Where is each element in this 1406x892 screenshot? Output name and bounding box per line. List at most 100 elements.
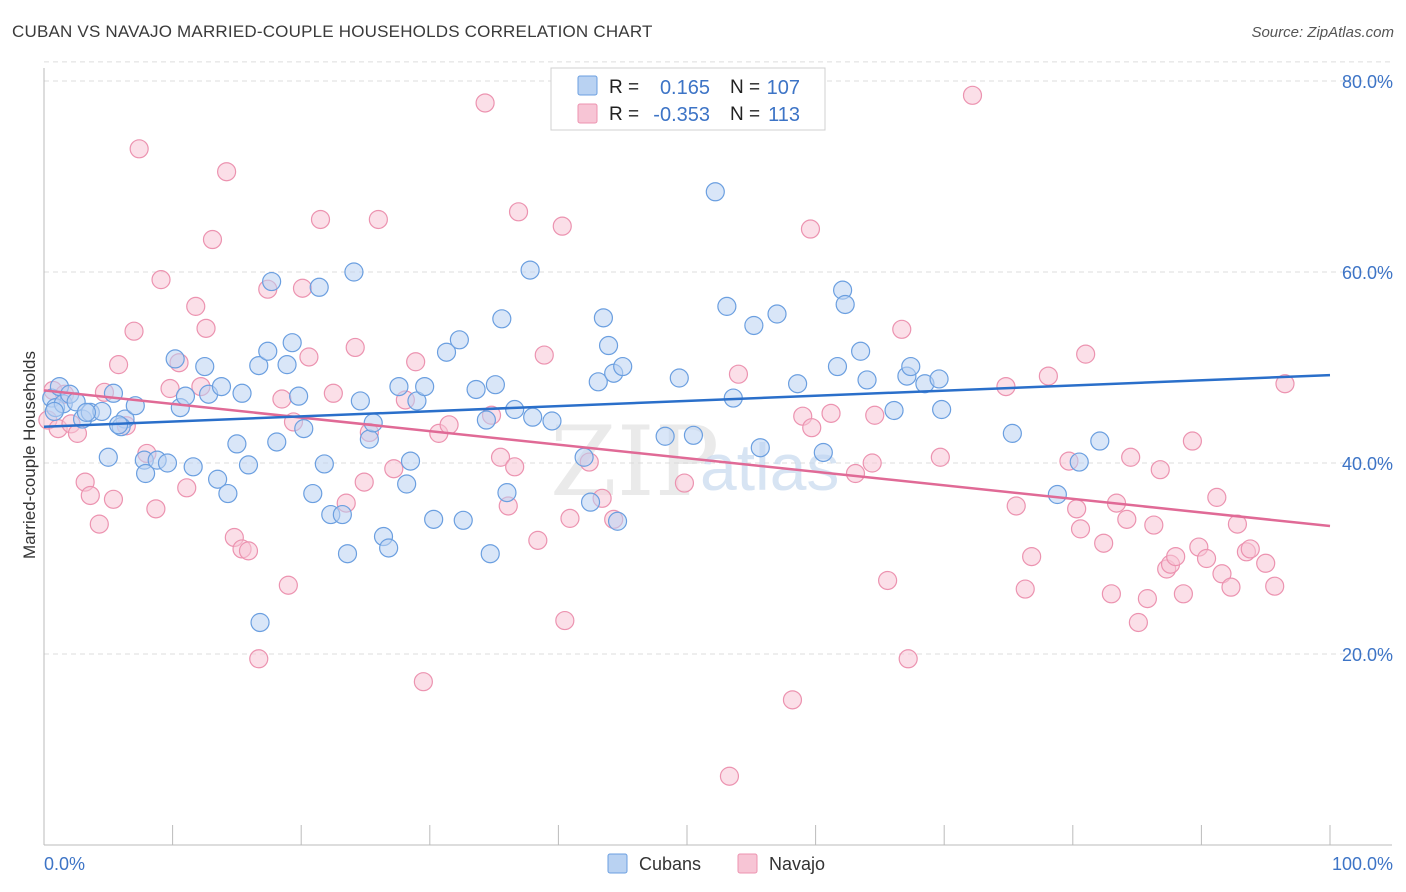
navajo-point bbox=[1275, 374, 1295, 394]
cubans-point bbox=[580, 492, 601, 512]
cubans-point bbox=[135, 463, 156, 484]
stats-r-label-navajo: R = bbox=[609, 104, 639, 125]
cubans-point bbox=[607, 511, 628, 531]
cubans-point bbox=[277, 355, 297, 375]
cubans-point bbox=[232, 383, 252, 403]
cubans-point bbox=[901, 356, 921, 377]
cubans-point bbox=[466, 379, 486, 400]
navajo-point bbox=[508, 202, 529, 222]
cubans-point bbox=[453, 510, 473, 530]
cubans-point bbox=[932, 399, 952, 420]
cubans-point bbox=[294, 419, 314, 439]
navajo-trend-line bbox=[43, 389, 1331, 528]
cubans-point bbox=[813, 442, 833, 463]
navajo-point bbox=[310, 209, 331, 230]
navajo-point bbox=[272, 389, 292, 409]
chart-source: Source: ZipAtlas.com bbox=[1251, 24, 1394, 41]
navajo-point bbox=[534, 345, 554, 365]
navajo-point bbox=[560, 508, 580, 528]
cubans-point bbox=[767, 304, 787, 324]
cubans-point bbox=[344, 262, 364, 282]
cubans-point bbox=[884, 400, 904, 421]
cubans-point bbox=[175, 386, 196, 406]
cubans-point bbox=[249, 355, 269, 376]
navajo-point bbox=[1173, 584, 1193, 604]
navajo-point bbox=[505, 457, 525, 477]
cubans-point bbox=[314, 454, 334, 474]
navajo-point bbox=[292, 278, 313, 298]
navajo-point bbox=[354, 472, 374, 492]
navajo-point bbox=[996, 377, 1016, 397]
navajo-point bbox=[177, 478, 197, 498]
navajo-point bbox=[898, 649, 918, 669]
cubans-point bbox=[195, 356, 215, 377]
navajo-point bbox=[368, 209, 388, 230]
navajo-point bbox=[845, 463, 866, 484]
navajo-point bbox=[129, 139, 149, 159]
cubans-point bbox=[218, 483, 238, 504]
navajo-point bbox=[1117, 509, 1137, 529]
navajo-point bbox=[719, 766, 740, 786]
navajo-point bbox=[674, 473, 695, 493]
cubans-point bbox=[379, 538, 399, 558]
cubans-point bbox=[98, 447, 118, 467]
cubans-point bbox=[309, 277, 329, 297]
navajo-point bbox=[238, 541, 259, 561]
navajo-point bbox=[299, 347, 319, 367]
legend-swatch-cubans bbox=[607, 853, 628, 874]
cubans-point bbox=[267, 432, 287, 452]
navajo-point bbox=[1144, 515, 1164, 535]
navajo-point bbox=[413, 672, 433, 692]
navajo-point bbox=[1150, 460, 1170, 480]
cubans-points bbox=[42, 182, 1110, 633]
legend-label-navajo: Navajo bbox=[769, 854, 825, 874]
y-axis-title: Married-couple Households bbox=[20, 351, 39, 559]
cubans-point bbox=[250, 612, 270, 633]
navajo-point bbox=[1038, 366, 1058, 386]
cubans-point bbox=[497, 483, 517, 503]
cubans-point bbox=[303, 483, 323, 504]
chart-title: CUBAN VS NAVAJO MARRIED-COUPLE HOUSEHOLD… bbox=[12, 22, 653, 41]
cubans-point bbox=[227, 434, 247, 454]
stats-r-label-cubans: R = bbox=[609, 77, 639, 98]
navajo-point bbox=[124, 321, 144, 341]
navajo-point bbox=[802, 418, 822, 438]
cubans-point bbox=[1047, 484, 1067, 505]
cubans-point bbox=[485, 375, 505, 395]
cubans-point bbox=[588, 372, 608, 392]
navajo-point bbox=[80, 485, 100, 506]
navajo-point bbox=[1221, 577, 1241, 597]
cubans-point bbox=[449, 330, 469, 350]
cubans-point bbox=[183, 457, 203, 477]
cubans-point bbox=[415, 377, 435, 397]
y-tick-label: 40.0% bbox=[1342, 454, 1393, 474]
navajo-point bbox=[1076, 344, 1096, 364]
cubans-point bbox=[289, 386, 309, 406]
navajo-point bbox=[1182, 431, 1202, 451]
y-tick-label: 60.0% bbox=[1342, 263, 1393, 283]
navajo-point bbox=[151, 270, 171, 290]
x-tick-label-min: 0.0% bbox=[44, 854, 85, 874]
cubans-point bbox=[400, 451, 421, 471]
navajo-point bbox=[865, 405, 885, 425]
y-tick-labels: 20.0% 40.0% 60.0% 80.0% bbox=[1342, 72, 1393, 665]
cubans-point bbox=[480, 544, 500, 564]
cubans-point bbox=[857, 370, 877, 390]
navajo-point bbox=[1137, 589, 1157, 609]
navajo-point bbox=[249, 649, 269, 669]
navajo-point bbox=[89, 514, 109, 534]
watermark-zip: ZIP bbox=[550, 406, 719, 518]
navajo-point bbox=[1207, 487, 1227, 507]
navajo-point bbox=[1006, 496, 1026, 516]
cubans-point bbox=[436, 342, 457, 362]
cubans-point bbox=[744, 315, 764, 336]
navajo-point bbox=[1101, 584, 1121, 604]
cubans-point bbox=[705, 182, 725, 202]
navajo-point bbox=[1067, 499, 1087, 519]
cubans-point bbox=[787, 374, 808, 394]
navajo-point bbox=[1015, 579, 1035, 599]
navajo-point bbox=[323, 383, 343, 403]
navajo-point bbox=[1166, 546, 1186, 567]
cubans-point bbox=[337, 544, 358, 564]
navajo-point bbox=[862, 453, 882, 473]
